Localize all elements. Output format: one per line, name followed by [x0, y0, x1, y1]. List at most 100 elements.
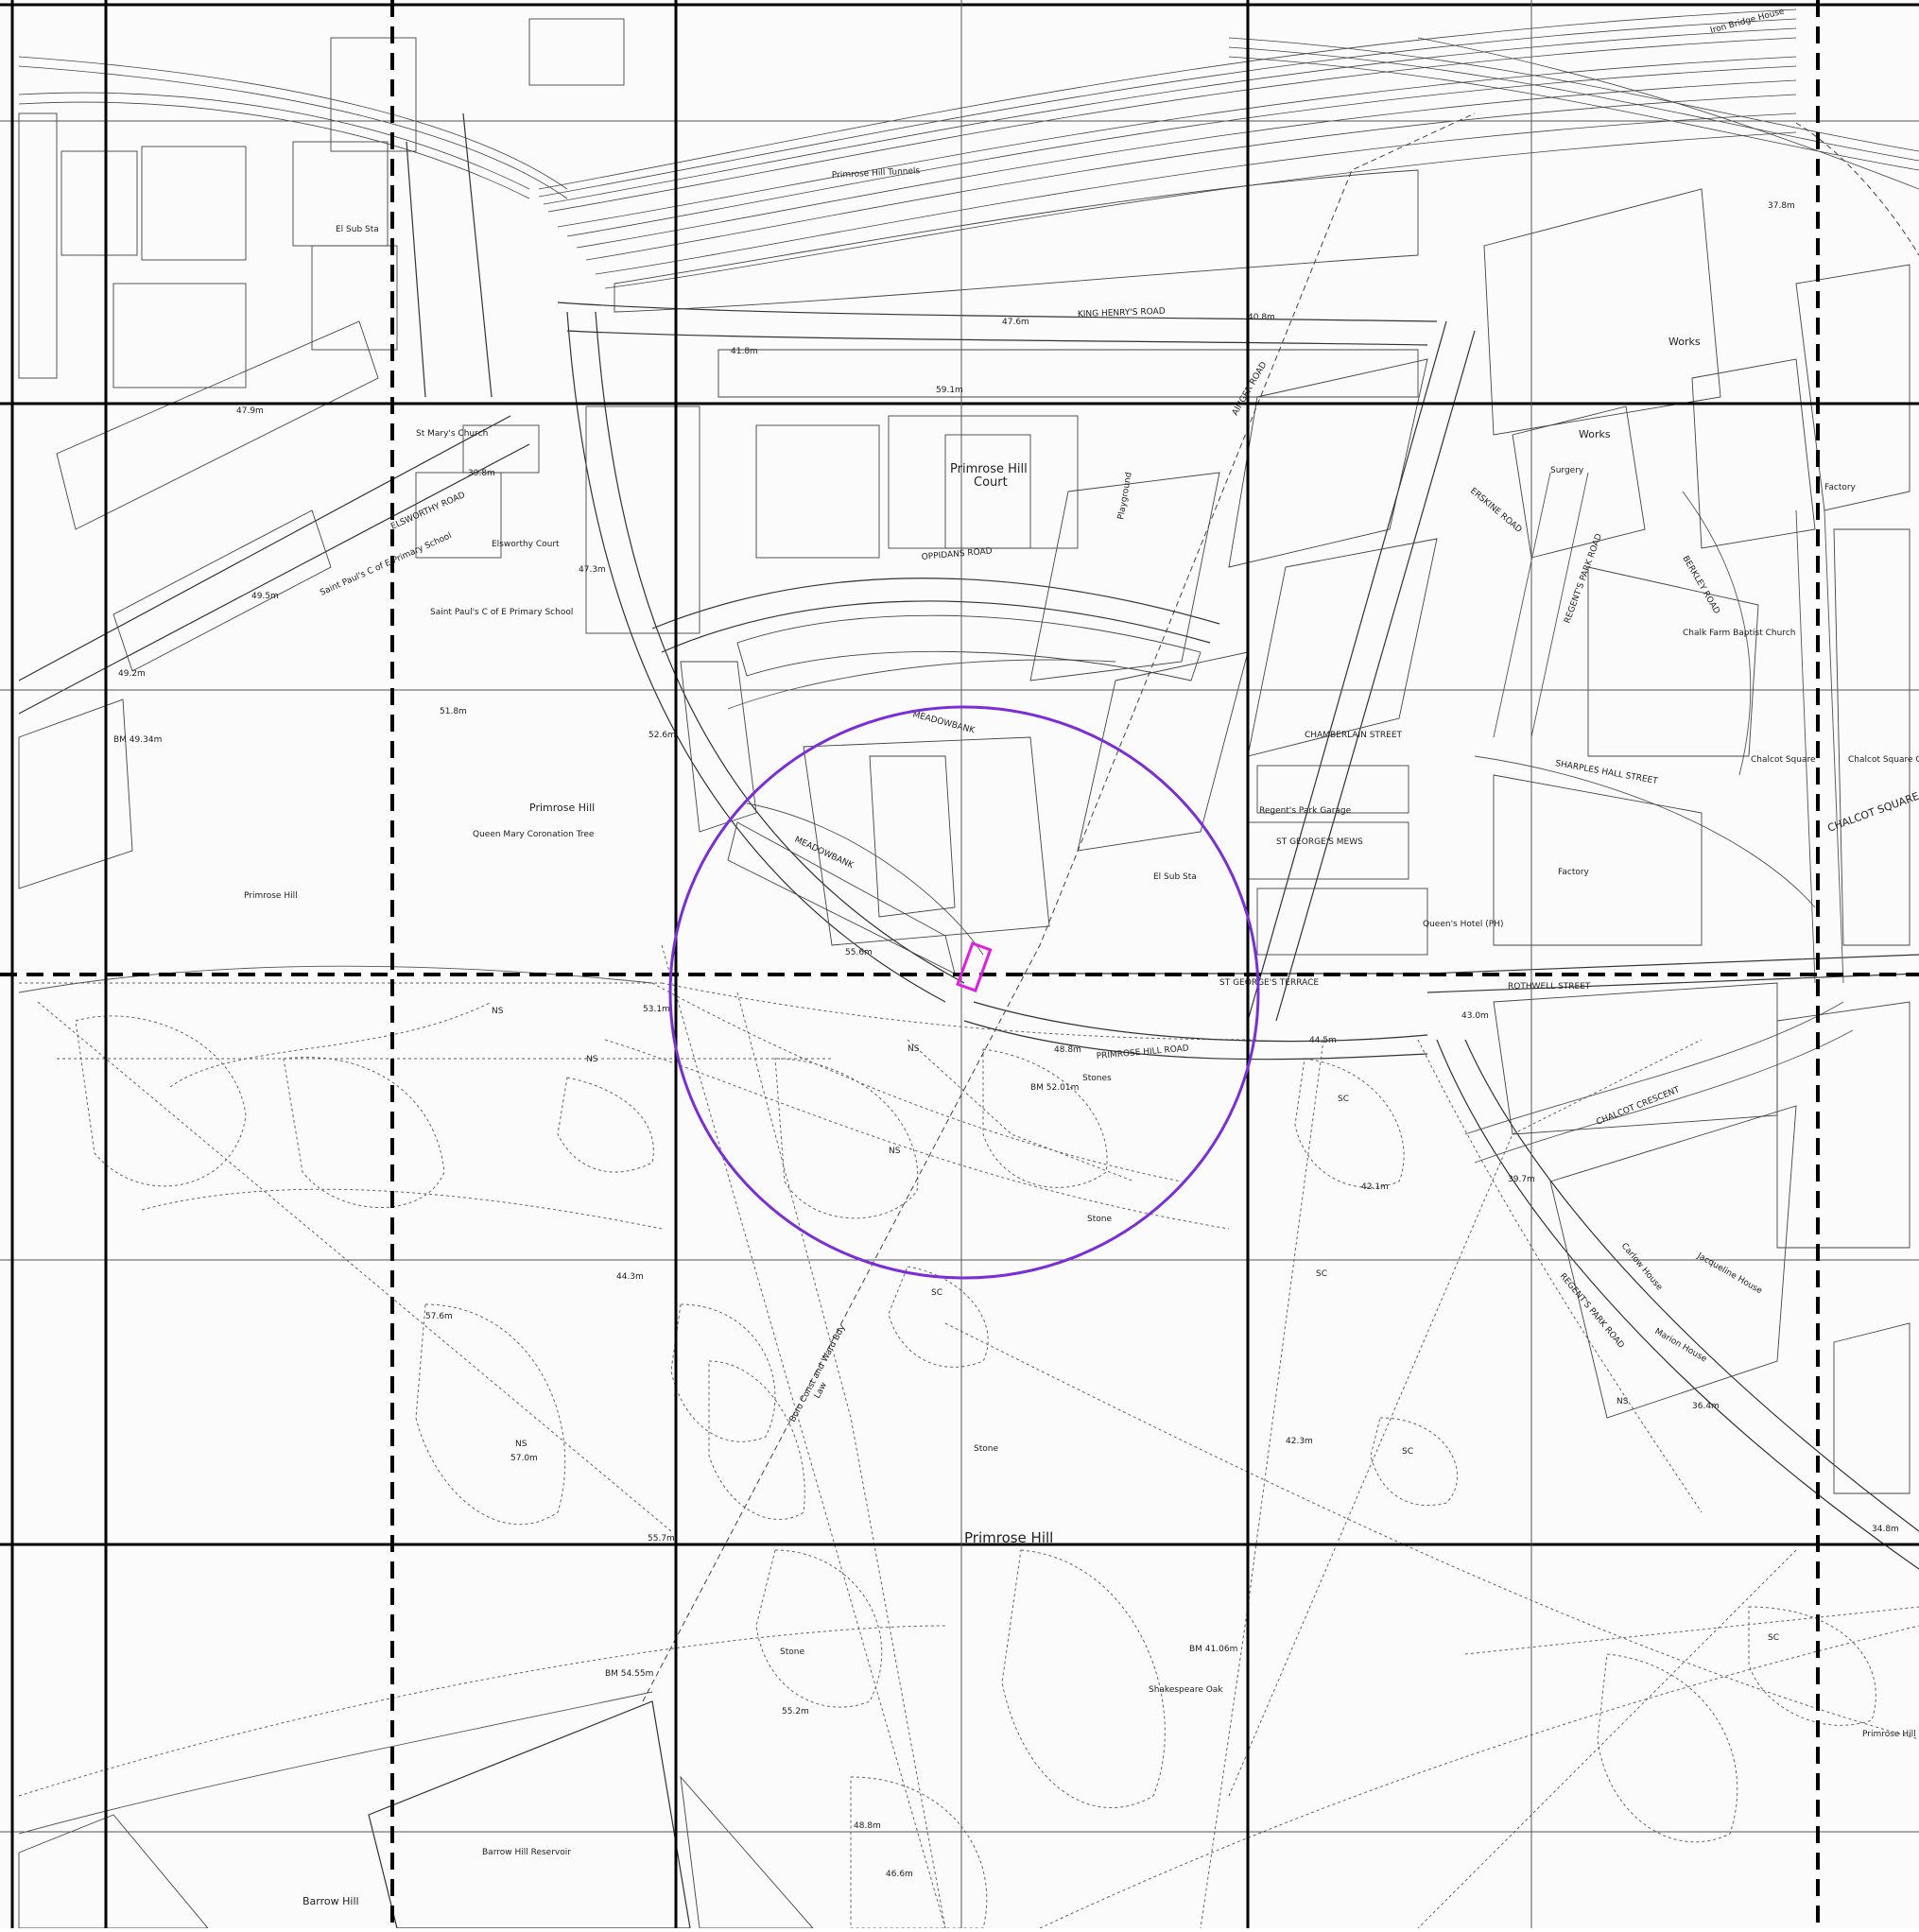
label-primrose-hill-right: Primrose Hill [1862, 1730, 1916, 1739]
label-sc-2: SC [1338, 1095, 1349, 1104]
label-spot-27: 59.1m [936, 386, 963, 395]
label-spot-3: 49.5m [251, 592, 279, 601]
label-el-sub-sta-2: El Sub Sta [1153, 872, 1197, 882]
label-jacqueline-house: Jacqueline House [1695, 1251, 1764, 1296]
ward-boundary [642, 112, 1476, 1702]
label-sharples-hall-street: SHARPLES HALL STREET [1554, 759, 1658, 786]
label-queen-mary-tree: Queen Mary Coronation Tree [473, 830, 595, 839]
map-labels: Primrose Hill Primrose Hill Primrose Hil… [113, 7, 1919, 1907]
label-el-sub-sta: El Sub Sta [336, 225, 379, 234]
label-spot-7: 47.3m [579, 565, 606, 575]
label-stones: Stones [1082, 1074, 1112, 1083]
label-stone: Stone [974, 1444, 998, 1454]
label-spot-28: 34.8m [1872, 1525, 1899, 1534]
label-chalcot-crescent: CHALCOT CRESCENT [1595, 1085, 1681, 1128]
label-spot-10: 48.8m [1054, 1045, 1081, 1055]
label-bm-4: BM 41.06m [1189, 1645, 1237, 1654]
label-surgery: Surgery [1550, 466, 1584, 475]
label-spot-18: 55.7m [648, 1534, 675, 1544]
label-spot-20: 48.8m [854, 1821, 881, 1831]
label-regents-park-road: REGENT'S PARK ROAD [1563, 532, 1604, 625]
label-ns-2: NS [908, 1044, 920, 1054]
label-spot-19: 55.2m [782, 1707, 809, 1716]
label-barrow-hill-reservoir: Barrow Hill Reservoir [482, 1848, 571, 1857]
label-boundary: Boro Const and Ward Bdy [788, 1323, 848, 1424]
label-rothwell-street: ROTHWELL STREET [1508, 982, 1591, 992]
label-chalcot-square-lbl: Chalcot Square [1751, 755, 1816, 765]
railway [18, 9, 1919, 289]
label-primrose-hill-2: Primrose Hill [244, 891, 298, 901]
label-factory2: Factory [1558, 868, 1590, 877]
label-chalcot-square-gardens: Chalcot Square Gardens [1848, 755, 1919, 765]
label-spot-5: 51.8m [440, 707, 467, 716]
label-saint-pauls-school2: Saint Paul's C of E Primary School [319, 531, 453, 598]
label-ainger-road: AINGER ROAD [1231, 360, 1269, 417]
label-primrose-hill-left: Primrose Hill [529, 802, 595, 814]
label-berkley-road: BERKLEY ROAD [1680, 555, 1720, 616]
roads [18, 112, 1919, 1929]
label-chamberlain-street: CHAMBERLAIN STREET [1305, 731, 1403, 740]
label-st-marys-church: St Mary's Church [416, 429, 488, 439]
label-stone-2: Stone [780, 1647, 804, 1657]
label-spot-22: 36.4m [1692, 1402, 1720, 1411]
label-spot-9: 55.6m [845, 948, 873, 957]
label-ns-5: NS [515, 1440, 527, 1449]
label-barrow-hill: Barrow Hill [303, 1895, 359, 1907]
label-spot-23: 42.3m [1286, 1437, 1313, 1446]
label-oppidans-road: OPPIDANS ROAD [921, 546, 993, 562]
label-st-georges-terrace: ST GEORGE'S TERRACE [1219, 978, 1319, 988]
label-primrose-hill-court: Primrose Hill [950, 462, 1028, 476]
label-meadowbank: MEADOWBANK [911, 710, 977, 735]
label-queens-hotel: Queen's Hotel (PH) [1423, 920, 1504, 929]
search-radius-circle [668, 705, 1260, 1280]
label-spot-11: 44.5m [1309, 1036, 1337, 1045]
label-ns-1: NS [492, 1007, 504, 1016]
label-primrose-hill-court2: Court [974, 475, 1008, 490]
label-factory: Factory [1824, 483, 1857, 492]
label-spot-1: 47.9m [236, 406, 264, 416]
label-works2: Works [1579, 428, 1611, 440]
park-paths [18, 944, 1919, 1929]
label-chalk-farm-baptist: Chalk Farm Baptist Church [1683, 629, 1795, 638]
label-primrose-tunnels: Primrose Hill Tunnels [832, 166, 921, 181]
label-spot-6: 52.6m [648, 731, 676, 740]
label-bm-2: BM 52.01m [1030, 1083, 1079, 1093]
label-saint-pauls-school: Saint Paul's C of E Primary School [430, 608, 573, 617]
label-marion-house: Marion House [1653, 1327, 1709, 1365]
label-erskine-road: ERSKINE ROAD [1468, 487, 1523, 535]
label-elsworthy-court: Elsworthy Court [492, 540, 560, 549]
label-spot-24: 47.6m [1002, 318, 1029, 327]
label-ns-6: NS [1616, 1397, 1629, 1406]
label-stone-3: Stone [1087, 1215, 1112, 1224]
label-bm-3: BM 54.55m [605, 1669, 653, 1679]
label-works: Works [1668, 336, 1701, 348]
label-spot-12: 43.0m [1461, 1011, 1489, 1021]
label-king-henrys-road: KING HENRY'S ROAD [1078, 307, 1166, 319]
label-spot-4: 49.2m [118, 669, 146, 679]
label-bm-1: BM 49.34m [113, 735, 162, 745]
label-spot-26: 41.8m [731, 347, 758, 356]
label-primrose-hill-park: Primrose Hill [964, 1529, 1053, 1546]
label-spot-29: 37.8m [1768, 201, 1795, 211]
label-spot-15: 44.3m [616, 1272, 644, 1282]
buildings [18, 18, 1910, 1929]
label-spot-13: 39.7m [1508, 1175, 1535, 1184]
label-sc-4: SC [1402, 1447, 1413, 1457]
label-carlow-house: Carlow House [1619, 1242, 1665, 1293]
label-spot-17: 57.0m [510, 1454, 538, 1463]
label-regents-park-road2: REGENT'S PARK ROAD [1558, 1272, 1626, 1351]
label-regents-park-garage: Regent's Park Garage [1259, 806, 1352, 816]
label-spot-8: 53.1m [643, 1005, 670, 1014]
label-st-georges-mews: ST GEORGE'S MEWS [1276, 837, 1363, 847]
label-spot-16: 57.6m [425, 1312, 453, 1321]
label-ns-4: NS [889, 1147, 901, 1156]
label-spot-21: 46.6m [886, 1870, 913, 1879]
label-meadowbank2: MEADOWBANK [793, 836, 856, 871]
label-spot-25: 40.8m [1248, 313, 1275, 322]
site-marker[interactable] [956, 941, 993, 993]
label-primrose-hill-road: PRIMROSE HILL ROAD [1096, 1044, 1189, 1061]
label-ns-3: NS [586, 1055, 598, 1064]
